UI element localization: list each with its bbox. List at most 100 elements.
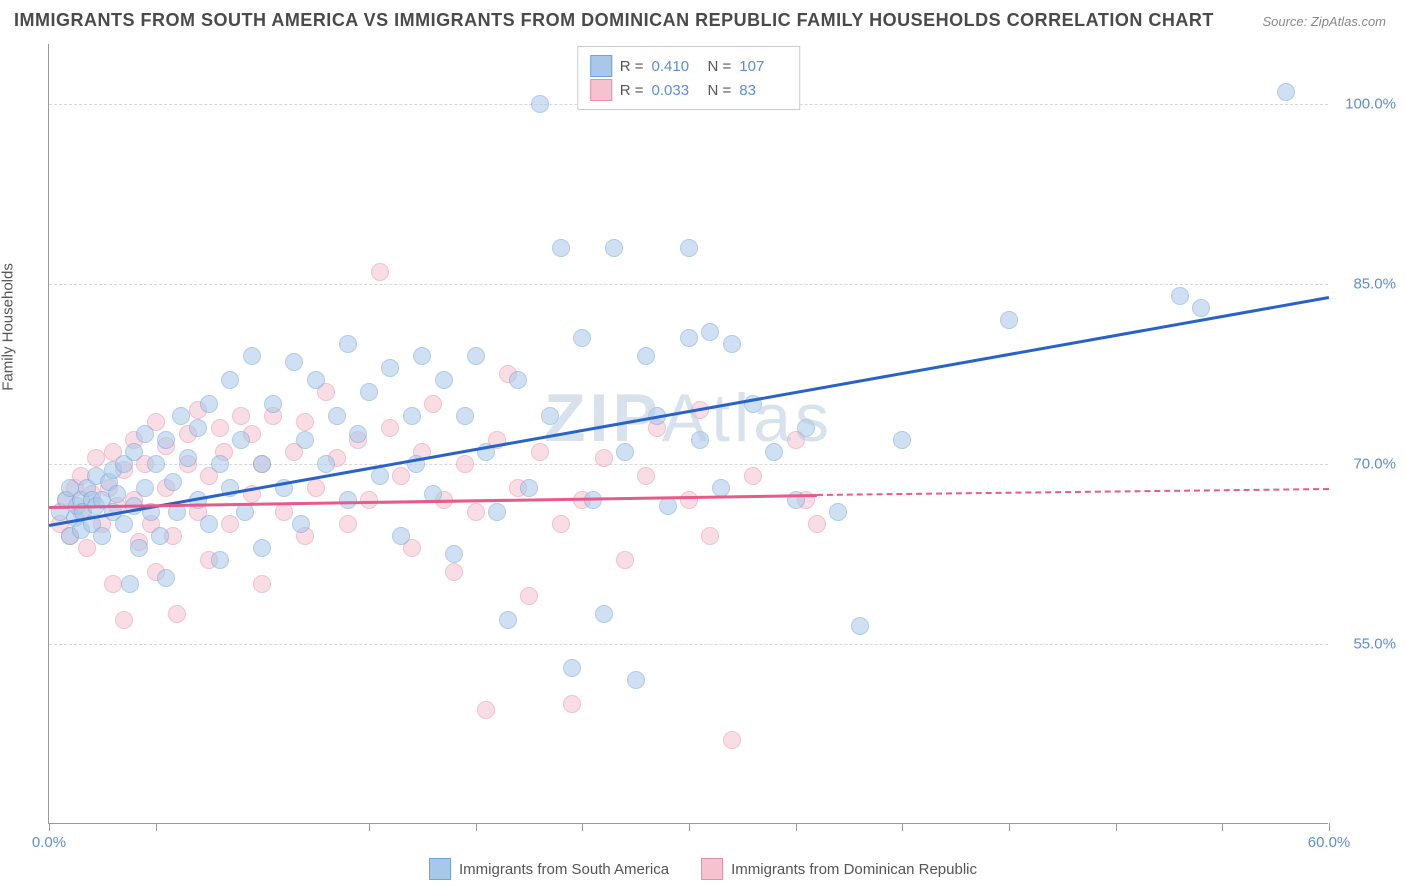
legend-item: Immigrants from Dominican Republic [701, 858, 977, 880]
scatter-point [253, 575, 271, 593]
scatter-point [627, 671, 645, 689]
scatter-point [680, 491, 698, 509]
scatter-point [211, 455, 229, 473]
scatter-point [467, 503, 485, 521]
x-tick [476, 823, 477, 831]
scatter-point [520, 479, 538, 497]
scatter-point [317, 455, 335, 473]
scatter-point [573, 329, 591, 347]
scatter-point [381, 419, 399, 437]
scatter-point [200, 515, 218, 533]
scatter-point [108, 485, 126, 503]
scatter-point [403, 407, 421, 425]
scatter-point [179, 449, 197, 467]
legend-swatch [701, 858, 723, 880]
legend-r-label: R = [620, 58, 644, 75]
scatter-point [680, 239, 698, 257]
scatter-point [488, 503, 506, 521]
scatter-point [360, 383, 378, 401]
scatter-point [307, 371, 325, 389]
scatter-point [723, 731, 741, 749]
scatter-point [616, 551, 634, 569]
legend-label: Immigrants from Dominican Republic [731, 861, 977, 878]
scatter-point [253, 455, 271, 473]
scatter-point [723, 335, 741, 353]
scatter-point [456, 455, 474, 473]
scatter-point [275, 503, 293, 521]
scatter-point [130, 539, 148, 557]
legend-label: Immigrants from South America [459, 861, 669, 878]
scatter-point [157, 431, 175, 449]
scatter-point [605, 239, 623, 257]
scatter-point [253, 539, 271, 557]
scatter-point [435, 371, 453, 389]
scatter-point [445, 545, 463, 563]
scatter-point [424, 395, 442, 413]
scatter-point [467, 347, 485, 365]
scatter-point [659, 497, 677, 515]
scatter-point [121, 575, 139, 593]
gridline [49, 284, 1328, 285]
scatter-point [893, 431, 911, 449]
scatter-point [701, 323, 719, 341]
scatter-point [552, 515, 570, 533]
chart-title: IMMIGRANTS FROM SOUTH AMERICA VS IMMIGRA… [14, 10, 1214, 31]
legend-bottom: Immigrants from South America Immigrants … [429, 858, 977, 880]
scatter-point [115, 515, 133, 533]
scatter-point [296, 431, 314, 449]
legend-swatch [590, 55, 612, 77]
scatter-point [509, 371, 527, 389]
scatter-point [164, 473, 182, 491]
scatter-point [797, 419, 815, 437]
trend-line-dashed [817, 488, 1329, 496]
scatter-point [236, 503, 254, 521]
y-tick-label: 85.0% [1353, 276, 1396, 293]
scatter-point [445, 563, 463, 581]
scatter-point [1192, 299, 1210, 317]
scatter-point [1277, 83, 1295, 101]
x-tick-label: 0.0% [32, 834, 66, 851]
scatter-point [1171, 287, 1189, 305]
x-tick [582, 823, 583, 831]
legend-swatch [590, 79, 612, 101]
scatter-point [595, 605, 613, 623]
scatter-point [136, 425, 154, 443]
plot-area: ZIPAtlas R =0.410N =107R =0.033N =83 55.… [48, 44, 1328, 824]
scatter-point [499, 611, 517, 629]
scatter-point [563, 659, 581, 677]
x-tick [1222, 823, 1223, 831]
scatter-point [477, 701, 495, 719]
scatter-point [264, 395, 282, 413]
scatter-point [136, 479, 154, 497]
scatter-point [189, 419, 207, 437]
scatter-point [104, 575, 122, 593]
legend-r-value: 0.033 [652, 82, 700, 99]
scatter-point [125, 443, 143, 461]
scatter-point [168, 605, 186, 623]
x-tick [156, 823, 157, 831]
legend-n-label: N = [708, 82, 732, 99]
x-tick [689, 823, 690, 831]
scatter-point [637, 347, 655, 365]
y-axis-label: Family Households [0, 263, 17, 391]
scatter-point [520, 587, 538, 605]
scatter-point [744, 467, 762, 485]
scatter-point [552, 239, 570, 257]
scatter-point [87, 449, 105, 467]
scatter-point [381, 359, 399, 377]
scatter-point [531, 95, 549, 113]
scatter-point [531, 443, 549, 461]
scatter-point [808, 515, 826, 533]
gridline [49, 644, 1328, 645]
scatter-point [413, 347, 431, 365]
y-tick-label: 70.0% [1353, 456, 1396, 473]
scatter-point [392, 527, 410, 545]
scatter-point [151, 527, 169, 545]
scatter-point [456, 407, 474, 425]
scatter-point [349, 425, 367, 443]
legend-n-value: 107 [739, 58, 787, 75]
scatter-point [221, 515, 239, 533]
scatter-point [339, 335, 357, 353]
scatter-point [712, 479, 730, 497]
legend-item: Immigrants from South America [429, 858, 669, 880]
